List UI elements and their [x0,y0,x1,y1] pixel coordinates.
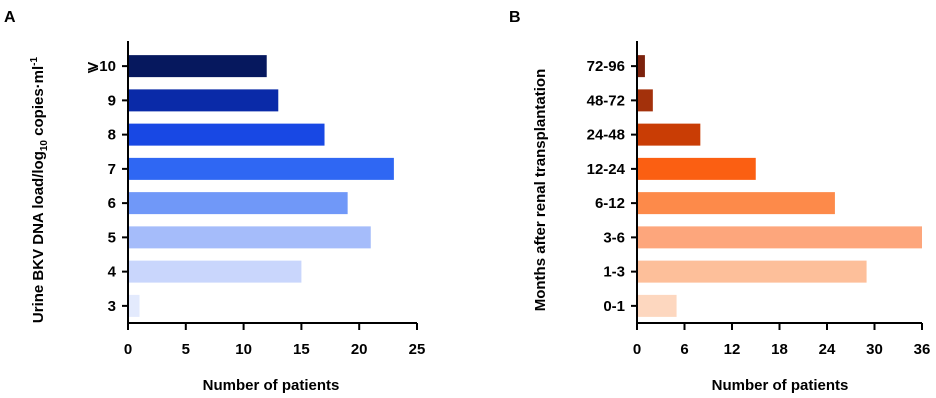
panel-b-y-tick-label: 12-24 [587,161,626,178]
panel-a-x-tick-label: 15 [293,341,310,358]
panel-b-bar-3-6 [638,226,922,249]
panel-b-bar-24-48 [638,123,701,146]
panel-b-x-tick-label: 24 [819,341,836,358]
panel-a-x-tick-label: 0 [124,341,132,358]
panel-a-y-tick-label: 7 [108,161,116,178]
panel-a-bar-5 [129,226,371,249]
panel-a-y-tick-label: 8 [108,127,116,144]
panel-b-bars [638,55,922,317]
panel-a-x-tick-label: 20 [351,341,368,358]
panel-b-x-tick-label: 12 [724,341,741,358]
panel-a-bar-6 [129,192,348,215]
panel-b-y-tick-label: 3-6 [603,229,625,246]
panel-a-y-tick-label: 4 [108,264,117,281]
panel-b-y-tick-label: 6-12 [595,195,625,212]
panel-b-y-axis-title: Months after renal transplantation [532,69,549,312]
panel-b-bar-1-3 [638,260,867,283]
panel-b-y-tick-label: 72-96 [587,58,625,75]
panel-b-y-tick-label: 48-72 [587,92,625,109]
panel-a-bar-7 [129,157,394,180]
panel-b-x-tick-label: 36 [914,341,931,358]
panel-b-bar-12-24 [638,157,756,180]
panel-b-x-tick-label: 30 [866,341,883,358]
panel-a-bar-8 [129,123,325,146]
panel-b-x-tick-label: 18 [771,341,788,358]
panel-b-bar-6-12 [638,192,835,215]
panel-a-bars [129,55,394,317]
panel-a-y-axis-title: Urine BKV DNA load/log10 copies·ml-1 [29,56,50,323]
panel-b-axes: 0-1 1-3 3-6 6-12 12-24 24-48 48-72 72-96 0 6 12 18 2… [587,41,931,358]
panel-b-x-axis-title: Number of patients [712,377,849,394]
panel-a-x-tick-label: 5 [182,341,190,358]
panel-a-axes: 3 4 5 6 7 8 9 ⩾10 0 5 10 15 20 25 [87,41,426,358]
panel-a-y-tick-label: 6 [108,195,116,212]
panel-b-bar-0-1 [638,294,677,317]
panel-a-y-tick-label: 5 [108,229,116,246]
panel-a-x-axis-title: Number of patients [203,377,340,394]
panel-b-x-tick-label: 6 [680,341,688,358]
panel-a-x-tick-label: 10 [235,341,252,358]
panel-b-chart: 0-1 1-3 3-6 6-12 12-24 24-48 48-72 72-96 0 6 12 18 2… [532,41,930,394]
panel-a-bar-4 [129,260,302,283]
panel-a-y-tick-label: 9 [108,92,116,109]
panel-b-y-tick-label: 0-1 [603,298,625,315]
panel-a-bar--10 [129,55,267,78]
panel-a-y-tick-label: ⩾10 [87,58,116,75]
panel-b-x-tick-label: 0 [633,341,641,358]
panel-label-a: A [4,9,16,26]
panel-a-y-tick-label: 3 [108,298,116,315]
panel-b-y-tick-label: 1-3 [603,264,625,281]
panel-a-bar-9 [129,89,279,112]
panel-b-bar-48-72 [638,89,653,112]
panel-a-x-tick-label: 25 [409,341,426,358]
panel-b-bar-72-96 [638,55,645,78]
panel-b-y-tick-label: 24-48 [587,127,625,144]
panel-a-bar-3 [129,294,140,317]
panel-label-b: B [509,9,521,26]
